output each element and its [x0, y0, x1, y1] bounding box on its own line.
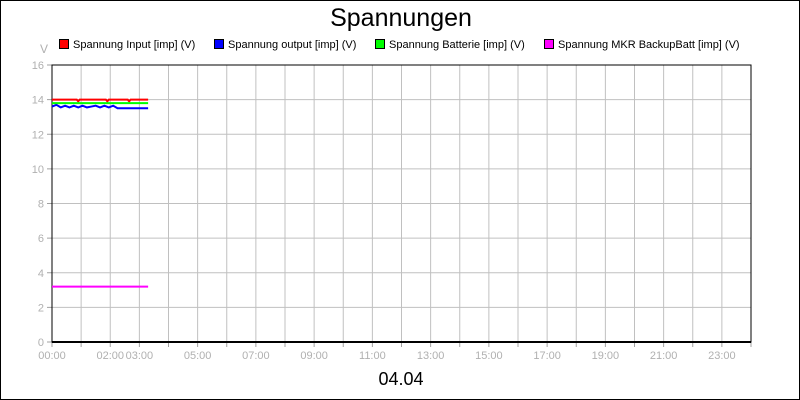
x-tick-label: 07:00 — [242, 350, 270, 362]
series-line — [51, 103, 149, 110]
x-tick-label: 11:00 — [359, 350, 386, 362]
legend-item: Spannung Input [imp] (V) — [59, 39, 195, 51]
x-tick-label: 00:00 — [38, 350, 66, 362]
x-tick-label: 03:00 — [126, 350, 154, 362]
y-axis-label: V — [40, 42, 48, 56]
legend-swatch — [544, 39, 554, 49]
legend-label: Spannung Input [imp] (V) — [73, 39, 196, 51]
chart-title: Spannungen — [330, 4, 472, 32]
x-tick-label: 19:00 — [592, 350, 620, 362]
legend-label: Spannung output [imp] (V) — [228, 39, 357, 51]
y-tick-label: 14 — [32, 95, 44, 107]
x-tick-label: 21:00 — [650, 350, 678, 362]
x-tick-label: 17:00 — [533, 350, 561, 362]
legend-item: Spannung Batterie [imp] (V) — [375, 39, 525, 51]
x-tick-label: 13:00 — [417, 350, 445, 362]
y-tick-label: 10 — [32, 164, 44, 176]
x-tick-label: 09:00 — [300, 350, 328, 362]
y-tick-label: 8 — [38, 199, 44, 211]
legend-item: Spannung MKR BackupBatt [imp] (V) — [544, 39, 740, 51]
legend-swatch — [214, 39, 224, 49]
y-tick-label: 2 — [38, 302, 44, 314]
series-line — [52, 98, 149, 103]
y-tick-label: 4 — [38, 268, 44, 280]
x-tick-label: 15:00 — [475, 350, 503, 362]
legend-swatch — [375, 39, 385, 49]
legend-item: Spannung output [imp] (V) — [214, 39, 356, 51]
legend-label: Spannung Batterie [imp] (V) — [389, 39, 525, 51]
y-tick-label: 0 — [38, 337, 44, 349]
x-tick-label: 23:00 — [708, 350, 736, 362]
x-tick-label: 02:00 — [96, 350, 124, 362]
y-tick-label: 6 — [38, 233, 44, 245]
y-tick-label: 16 — [32, 60, 44, 72]
y-tick-label: 12 — [32, 129, 44, 141]
legend-swatch — [59, 39, 69, 49]
x-axis-label: 04.04 — [378, 369, 424, 389]
x-tick-label: 05:00 — [184, 350, 212, 362]
legend-label: Spannung MKR BackupBatt [imp] (V) — [558, 39, 740, 51]
